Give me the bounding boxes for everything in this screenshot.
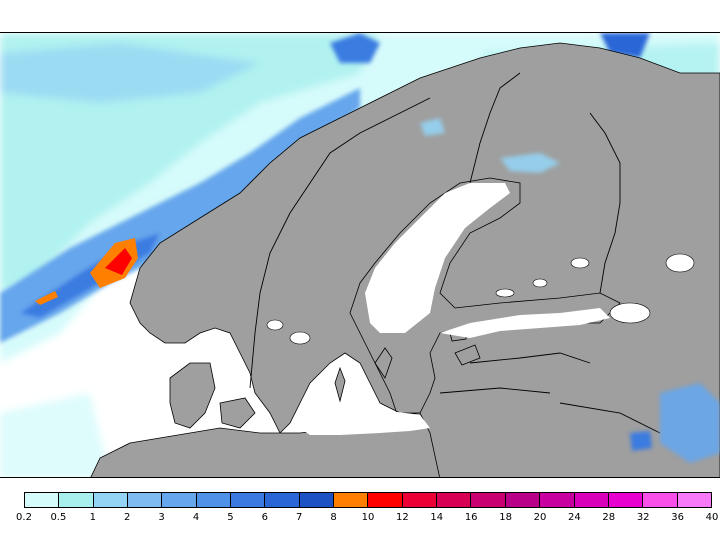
legend-swatch [299,493,335,507]
precipitation-map [0,32,720,478]
legend-swatch [677,493,711,507]
legend-swatch [402,493,438,507]
legend-swatch [128,493,163,507]
legend-tick-label: 2 [124,512,131,523]
land-zealand [219,397,256,429]
legend-tick-label: 4 [192,512,200,523]
legend-swatch [540,493,575,507]
legend-swatch [231,493,266,507]
precip-land-patches [420,118,720,463]
legend-tick-label: 18 [499,512,512,523]
legend-tick-label: 0.5 [50,512,67,523]
legend-swatch [437,493,472,507]
legend-tick-label: 10 [361,512,375,523]
legend-swatch [608,493,644,507]
legend-tick-label: 8 [330,512,337,523]
lakes [266,253,695,345]
legend-swatch [25,493,60,507]
legend-swatch [265,493,300,507]
legend-tick-label: 12 [396,512,409,523]
legend-swatch [643,493,678,507]
legend-swatch [93,493,129,507]
legend-tick-label: 40 [705,512,719,523]
borders [249,72,661,434]
legend-tick-label: 20 [533,512,547,523]
legend-swatch [59,493,94,507]
legend-tick-label: 16 [464,512,478,523]
legend-tick-label: 3 [158,512,165,523]
legend-tick-label: 32 [636,512,650,523]
legend-tick-label: 1 [89,512,96,523]
legend-swatch [334,493,369,507]
legend-swatch [162,493,197,507]
legend-tick-label: 24 [568,512,581,523]
legend-swatch [505,493,541,507]
legend-swatch [574,493,609,507]
land-saaremaa [454,344,481,366]
legend-tick-label: 36 [671,512,684,523]
legend-swatch [471,493,506,507]
legend-tick-label: 0.2 [16,512,32,523]
legend-tick-label: 6 [261,512,268,523]
legend-swatch [368,493,403,507]
land-gotland [374,347,393,379]
legend-bar [24,492,712,508]
legend-tick-label: 5 [227,512,234,523]
map-canvas [0,33,720,477]
precip-core [35,238,138,305]
legend-tick-label: 7 [296,512,303,523]
land-oland [334,366,346,403]
color-scale-legend: 0.2 0.5 1 2 3 4 5 6 7 8 10 12 14 16 18 20 24 28 32 36 40 [16,492,718,532]
legend-tick-label: 14 [430,512,444,523]
legend-swatch [196,493,232,507]
land-denmark [169,362,216,429]
legend-tick-label: 28 [602,512,616,523]
baltic-sea [300,183,610,435]
